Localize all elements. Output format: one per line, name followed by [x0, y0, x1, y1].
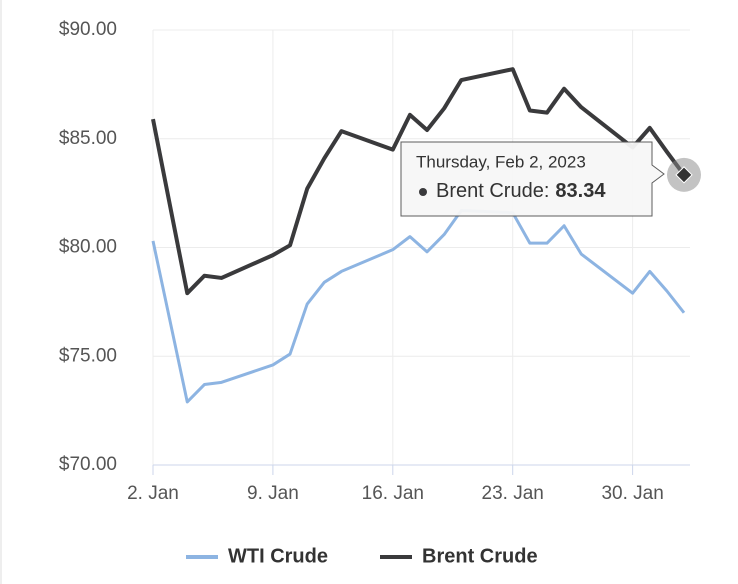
y-tick-label: $75.00 — [59, 345, 117, 366]
y-tick-label: $80.00 — [59, 237, 117, 258]
tooltip: Thursday, Feb 2, 2023 Brent Crude: 83.34 — [400, 141, 665, 217]
tooltip-dot — [419, 188, 427, 196]
series-line — [151, 209, 686, 404]
legend-label: Brent Crude — [422, 545, 538, 567]
x-tick-label: 2. Jan — [127, 483, 179, 504]
series-line — [151, 67, 686, 296]
tooltip-value: 83.34 — [555, 180, 606, 202]
x-tick-label: 23. Jan — [482, 483, 544, 504]
y-tick-label: $70.00 — [59, 454, 117, 475]
legend-label: WTI Crude — [228, 545, 328, 567]
hover-point — [675, 166, 693, 184]
y-tick-label: $90.00 — [59, 19, 117, 40]
x-tick-label: 9. Jan — [247, 483, 299, 504]
x-tick-label: 16. Jan — [362, 483, 424, 504]
tooltip-series: Brent Crude: — [436, 180, 549, 202]
tooltip-line: Brent Crude: 83.34 — [436, 180, 606, 202]
tooltip-box — [400, 141, 665, 217]
tooltip-date: Thursday, Feb 2, 2023 — [416, 152, 586, 171]
y-tick-label: $85.00 — [59, 128, 117, 149]
x-tick-label: 30. Jan — [601, 483, 663, 504]
